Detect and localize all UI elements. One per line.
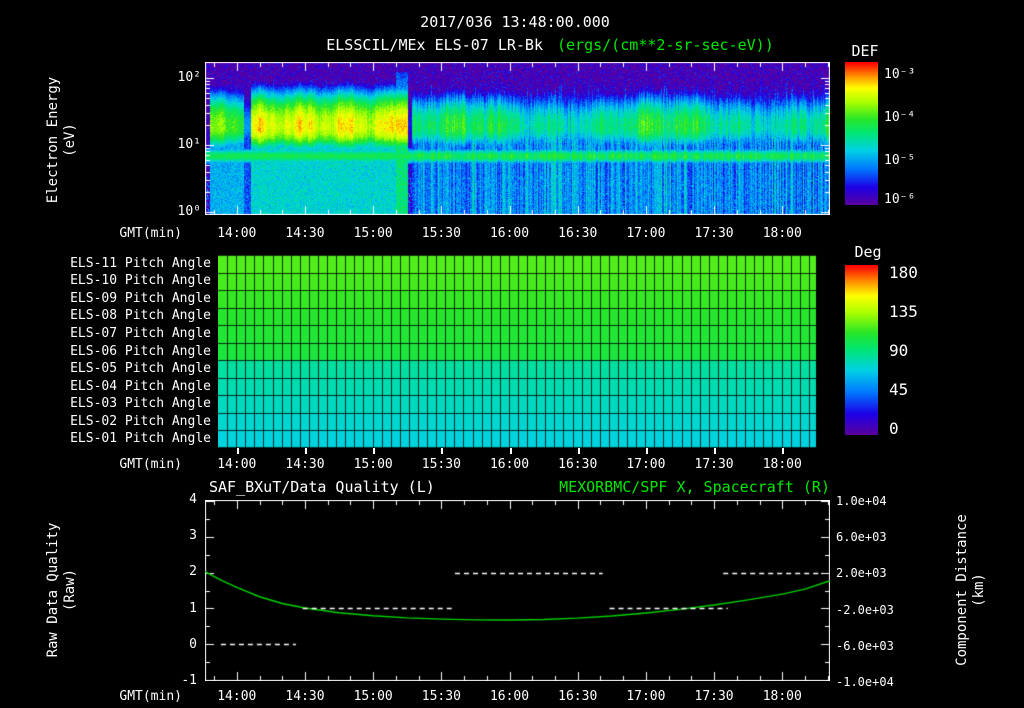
x-tick-label: 18:00 — [762, 689, 802, 704]
def-colorbar-tick-label: 10⁻⁴ — [884, 110, 916, 125]
x-tick-label: 15:30 — [421, 457, 461, 472]
pitch-row-label: ELS-02 Pitch Angle — [70, 413, 211, 429]
distance-tick-label: 6.0e+03 — [836, 530, 887, 545]
energy-tick-label: 10² — [177, 70, 201, 85]
gmt-axis-label-bottom: GMT(min) — [119, 689, 182, 704]
x-tick-label: 15:30 — [421, 226, 461, 241]
distance-tick-label: -6.0e+03 — [836, 638, 894, 653]
pitch-axis-tick — [236, 448, 239, 454]
x-tick-label: 15:30 — [421, 689, 461, 704]
deg-colorbar-tick-label: 135 — [889, 302, 918, 321]
spectrogram-title: ELSSCIL/MEx ELS-07 LR-Bk (ergs/(cm**2-sr-… — [326, 36, 774, 54]
x-tick-label: 14:30 — [285, 689, 325, 704]
pitch-row-label: ELS-06 Pitch Angle — [70, 343, 211, 359]
x-tick-label: 16:00 — [489, 226, 530, 241]
gmt-axis-label-middle: GMT(min) — [119, 457, 182, 472]
electron-spectrogram-canvas — [205, 62, 830, 215]
pitch-row-label: ELS-11 Pitch Angle — [70, 255, 211, 271]
def-colorbar — [845, 62, 878, 205]
pitch-row-label: ELS-05 Pitch Angle — [70, 361, 211, 377]
spacecraft-series-title: MEXORBMC/SPF X, Spacecraft (R) — [559, 478, 830, 496]
data-quality-series-title: SAF_BXuT/Data Quality (L) — [209, 478, 435, 496]
pitch-row-label: ELS-01 Pitch Angle — [70, 431, 211, 447]
quality-tick-label: 4 — [189, 492, 197, 507]
pitch-axis-tick — [714, 448, 717, 454]
x-tick-label: 15:00 — [353, 689, 393, 704]
x-tick-label: 14:00 — [217, 457, 257, 472]
pitch-row-label: ELS-09 Pitch Angle — [70, 290, 211, 306]
pitch-row-label: ELS-03 Pitch Angle — [70, 396, 211, 412]
deg-colorbar-title: Deg — [854, 243, 882, 261]
x-tick-label: 17:00 — [626, 689, 666, 704]
def-colorbar-tick-label: 10⁻⁵ — [884, 153, 916, 168]
lineplot-right-axis-title: Component Distance (km) — [954, 514, 988, 666]
x-tick-label: 17:00 — [626, 457, 666, 472]
right-axis-title-line2: (km) — [971, 573, 987, 607]
pitch-axis-tick — [782, 448, 785, 454]
pitch-row-label: ELS-10 Pitch Angle — [70, 273, 211, 289]
x-tick-label: 15:00 — [353, 226, 393, 241]
def-colorbar-tick-label: 10⁻⁶ — [884, 192, 916, 207]
pitch-axis-tick — [305, 448, 307, 454]
quality-tick-label: 3 — [189, 528, 197, 544]
deg-colorbar-tick-label: 90 — [889, 341, 909, 360]
x-tick-label: 16:30 — [558, 457, 598, 472]
distance-tick-label: -1.0e+04 — [836, 675, 894, 689]
x-tick-label: 16:00 — [489, 457, 530, 472]
x-tick-label: 18:00 — [762, 457, 802, 472]
pitch-axis-tick — [373, 448, 376, 454]
x-tick-label: 14:00 — [217, 689, 257, 704]
def-colorbar-tick-label: 10⁻³ — [884, 67, 916, 82]
x-tick-label: 16:00 — [489, 689, 530, 704]
right-axis-title-line1: Component Distance — [954, 514, 970, 666]
quality-tick-label: 1 — [189, 600, 197, 616]
quality-tick-label: 2 — [189, 564, 197, 580]
page-title: 2017/036 13:48:00.000 — [420, 13, 610, 31]
pitch-row-label: ELS-08 Pitch Angle — [70, 308, 211, 324]
pitch-axis-tick — [441, 448, 444, 454]
pitch-axis-tick — [509, 448, 512, 454]
x-tick-label: 14:30 — [285, 226, 325, 241]
x-tick-label: 15:00 — [353, 457, 393, 472]
x-tick-label: 16:30 — [558, 226, 598, 241]
x-tick-label: 16:30 — [558, 689, 598, 704]
energy-tick-label: 10¹ — [177, 137, 201, 152]
deg-colorbar-tick-label: 0 — [889, 419, 899, 438]
instrument-name: ELSSCIL/MEx ELS-07 LR-Bk — [326, 36, 543, 54]
gmt-axis-label-top: GMT(min) — [119, 226, 182, 241]
pitch-angle-panel-canvas — [218, 255, 830, 448]
line-plot-canvas — [205, 500, 830, 681]
pitch-row-label: ELS-04 Pitch Angle — [70, 378, 211, 394]
quality-tick-label: 0 — [189, 636, 197, 652]
x-tick-label: 18:00 — [762, 226, 802, 241]
x-tick-label: 17:30 — [694, 457, 734, 472]
distance-tick-label: 2.0e+03 — [836, 566, 887, 581]
x-tick-label: 17:30 — [694, 689, 734, 704]
x-tick-label: 14:30 — [285, 457, 325, 472]
quality-tick-label: -1 — [181, 673, 197, 688]
x-tick-label: 14:00 — [217, 226, 257, 241]
flux-units-label: (ergs/(cm**2-sr-sec-eV)) — [557, 36, 774, 54]
pitch-axis-tick — [645, 448, 648, 454]
distance-tick-label: 1.0e+04 — [836, 494, 887, 508]
deg-colorbar-tick-label: 180 — [889, 263, 918, 282]
x-tick-label: 17:30 — [694, 226, 734, 241]
def-colorbar-title: DEF — [851, 42, 879, 60]
deg-colorbar — [845, 265, 878, 435]
pitch-axis-tick — [577, 448, 580, 454]
deg-colorbar-tick-label: 45 — [889, 380, 909, 399]
distance-tick-label: -2.0e+03 — [836, 602, 894, 617]
pitch-row-label: ELS-07 Pitch Angle — [70, 326, 211, 341]
x-tick-label: 17:00 — [626, 226, 666, 241]
energy-tick-label: 10⁰ — [177, 204, 201, 219]
